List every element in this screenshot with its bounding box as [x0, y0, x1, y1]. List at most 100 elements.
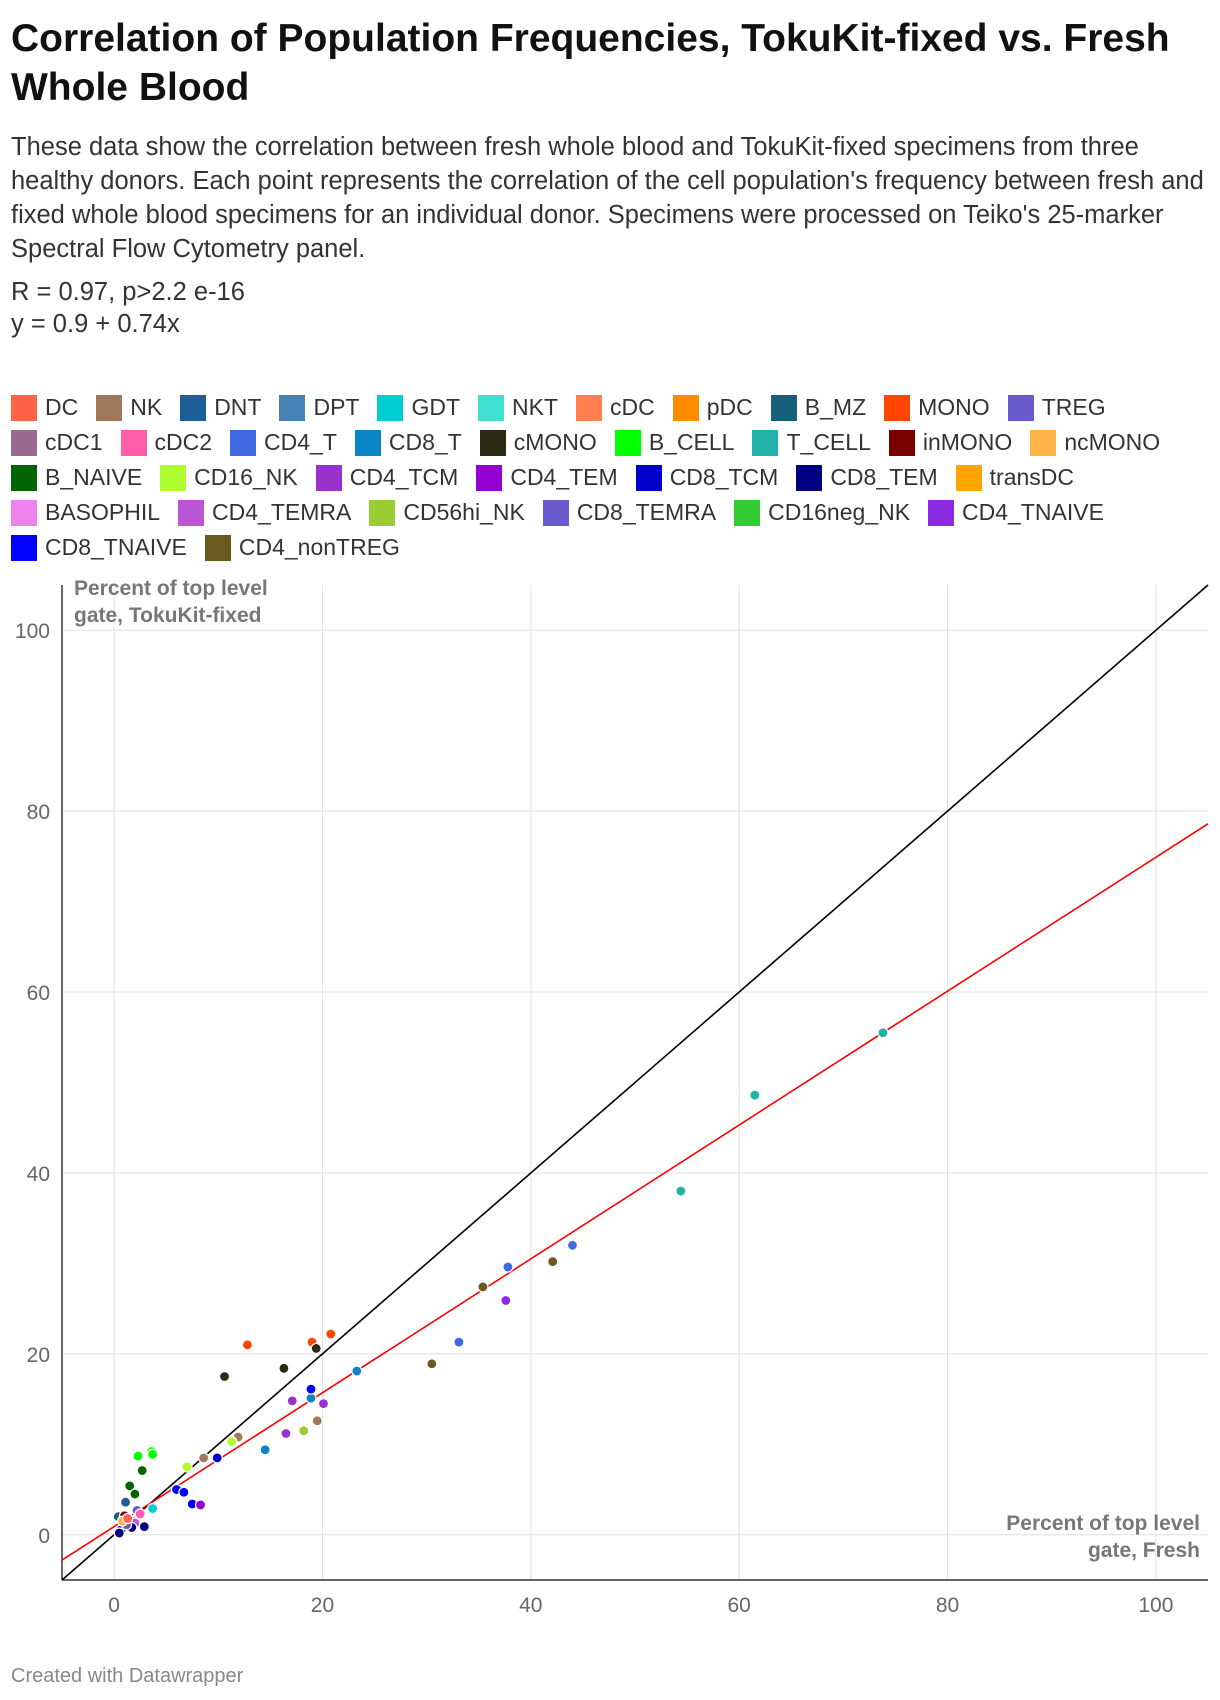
legend-swatch — [315, 464, 342, 491]
axes: 0 20 40 60 80 100 0 20 40 60 80 100 — [15, 585, 1208, 1617]
legend-label: MONO — [918, 394, 990, 420]
data-point — [138, 1521, 150, 1533]
legend-label: CD56hi_NK — [403, 499, 525, 525]
data-point — [129, 1488, 141, 1500]
legend-item: transDC — [955, 460, 1074, 495]
legend-item: BASOPHIL — [11, 495, 160, 530]
legend-label: CD8_TEM — [830, 464, 938, 490]
legend-item: CD16_NK — [160, 460, 298, 495]
legend-swatch — [928, 499, 955, 526]
legend-swatch — [614, 429, 641, 456]
data-point — [502, 1261, 514, 1273]
legend-item: NK — [96, 390, 162, 425]
data-point — [675, 1185, 687, 1197]
legend-item: CD8_TEM — [796, 460, 938, 495]
legend-label: NK — [130, 394, 163, 420]
legend-label: CD4_nonTREG — [238, 534, 400, 560]
legend-swatch — [180, 394, 207, 421]
legend-swatch — [11, 499, 37, 526]
legend-item: GDT — [377, 390, 460, 425]
legend-item: CD8_TNAIVE — [11, 530, 187, 565]
legend-label: CD16_NK — [194, 464, 298, 490]
legend-item: ncMONO — [1030, 425, 1160, 460]
legend-swatch — [955, 464, 982, 491]
legend-swatch — [369, 499, 396, 526]
legend-item: cDC — [576, 390, 655, 425]
legend-swatch — [160, 464, 187, 491]
legend-item: CD4_TEMRA — [178, 495, 351, 530]
data-point — [124, 1480, 136, 1492]
legend-item: CD8_T — [354, 425, 462, 460]
data-point — [136, 1464, 148, 1477]
legend-label: pDC — [706, 394, 753, 420]
data-point — [566, 1239, 579, 1251]
legend-item: CD4_TEM — [476, 460, 618, 495]
legend-item: CD4_TNAIVE — [928, 495, 1104, 530]
legend-swatch — [377, 394, 404, 421]
legend-label: CD4_TCM — [349, 464, 459, 490]
data-point — [500, 1294, 512, 1307]
legend-swatch — [479, 429, 506, 456]
legend-item: cMONO — [479, 425, 597, 460]
legend-label: cDC — [610, 394, 655, 420]
legend-swatch — [204, 534, 231, 561]
legend-swatch — [230, 429, 257, 456]
y-tick-label: 0 — [38, 1525, 50, 1548]
legend-swatch — [635, 464, 662, 491]
data-point — [218, 1370, 231, 1383]
data-point — [241, 1339, 254, 1351]
legend-item: cDC2 — [120, 425, 212, 460]
legend-label: CD8_TCM — [669, 464, 779, 490]
legend-label: inMONO — [922, 429, 1013, 455]
data-point — [147, 1502, 159, 1515]
chart-description: These data show the correlation between … — [11, 133, 1204, 263]
y-tick-label: 100 — [15, 620, 50, 643]
legend-swatch — [1007, 394, 1034, 421]
legend-label: DC — [45, 394, 79, 420]
legend-swatch — [542, 499, 569, 526]
legend-item: CD4_T — [230, 425, 337, 460]
legend-swatch — [11, 429, 37, 456]
identity-line — [61, 584, 1209, 1581]
legend-label: BASOPHIL — [45, 499, 161, 525]
legend-label: CD8_TEMRA — [576, 499, 717, 525]
data-point — [877, 1027, 889, 1039]
legend-label: CD4_TNAIVE — [962, 499, 1104, 525]
legend-item: B_NAIVE — [11, 460, 142, 495]
data-point — [132, 1450, 144, 1462]
data-point — [122, 1512, 134, 1525]
legend-label: GDT — [411, 394, 461, 420]
data-point — [278, 1362, 290, 1374]
x-tick-label: 80 — [936, 1594, 959, 1617]
footer-credit: Created with Datawrapper — [11, 1665, 244, 1687]
legend-label: cMONO — [513, 429, 597, 455]
legend-label: CD4_TEMRA — [212, 499, 352, 525]
legend-item: DNT — [180, 390, 261, 425]
legend-item: NKT — [478, 390, 558, 425]
legend-item: CD16neg_NK — [734, 495, 910, 530]
legend-label: cDC1 — [45, 429, 103, 455]
legend-label: DPT — [313, 394, 360, 420]
y-tick-label: 60 — [27, 982, 50, 1005]
legend-swatch — [1030, 429, 1057, 456]
legend-swatch — [354, 429, 381, 456]
fit-line — [61, 823, 1209, 1561]
legend-label: CD4_TEM — [510, 464, 618, 490]
y-tick-label: 20 — [27, 1344, 50, 1367]
legend-swatch — [752, 429, 779, 456]
x-tick-label: 40 — [519, 1594, 542, 1617]
grid-lines — [62, 585, 1208, 1580]
legend-item: cDC1 — [11, 425, 103, 460]
data-point — [198, 1452, 210, 1464]
chart-title: Correlation of Population Frequencies, T… — [11, 17, 1170, 109]
legend-label: CD8_T — [388, 429, 462, 455]
legend-swatch — [476, 464, 503, 491]
legend-item: TREG — [1007, 390, 1106, 425]
legend-swatch — [120, 429, 147, 456]
legend-swatch — [770, 394, 797, 421]
data-point — [426, 1358, 438, 1370]
legend-swatch — [478, 394, 505, 421]
data-point — [259, 1444, 271, 1456]
legend-swatch — [576, 394, 603, 421]
data-point — [147, 1448, 159, 1460]
